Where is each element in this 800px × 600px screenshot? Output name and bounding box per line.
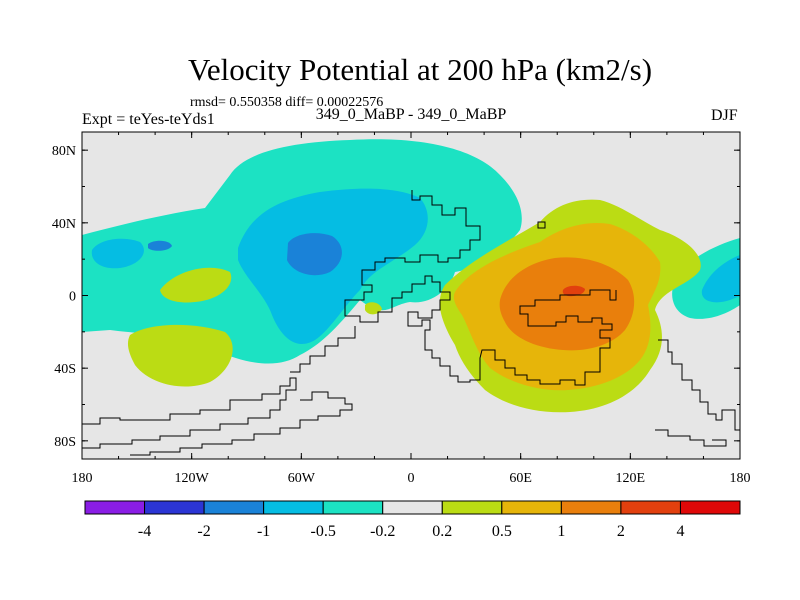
y-tick-label-1: 40N	[52, 217, 76, 232]
colorbar: -4 -2 -1 -0.5 -0.2 0.2 0.5 1 2 4	[84, 500, 741, 540]
x-tick-label-0: 180	[72, 471, 93, 486]
contour-fill-pos02-dot	[365, 302, 382, 315]
y-tick-label-2: 0	[69, 290, 76, 305]
x-tick-label-1: 120W	[175, 471, 210, 486]
x-tick-label-2: 60W	[288, 471, 316, 486]
map-area	[82, 132, 740, 459]
colorbar-box-3	[263, 500, 324, 515]
colorbar-box-1	[144, 500, 205, 515]
y-axis: 80N 40N 0 40S 80S	[52, 144, 740, 450]
stats-label: rmsd= 0.550358 diff= 0.00022576	[190, 95, 384, 110]
colorbar-box-4	[322, 500, 384, 515]
coast-dot	[537, 221, 546, 229]
colorbar-label-5: 0.2	[432, 523, 452, 540]
coast-east-2	[655, 429, 727, 447]
coast-north	[344, 190, 617, 386]
colorbar-label-9: 4	[676, 523, 684, 540]
coast-east	[658, 339, 740, 431]
colorbar-label-0: -4	[138, 523, 151, 540]
colorbar-box-9	[620, 500, 681, 515]
colorbar-label-6: 0.5	[492, 523, 512, 540]
colorbar-label-1: -2	[197, 523, 210, 540]
x-tick-label-3: 0	[408, 471, 415, 486]
coast-south	[82, 377, 297, 449]
x-tick-label-5: 120E	[616, 471, 646, 486]
experiment-label: Expt = teYes-teYds1	[82, 111, 215, 128]
contour-fill-pos1	[499, 257, 635, 351]
colorbar-box-10	[679, 500, 741, 515]
y-tick-label-3: 40S	[54, 362, 76, 377]
colorbar-label-8: 2	[617, 523, 625, 540]
colorbar-box-8	[560, 500, 622, 515]
contour-fill-neg1	[287, 233, 342, 276]
contour-fill-neg1-small	[148, 240, 172, 251]
colorbar-box-6	[441, 500, 503, 515]
x-tick-label-4: 60E	[509, 471, 532, 486]
y-tick-label-4: 80S	[54, 435, 76, 450]
contour-fill-pos2	[562, 285, 585, 297]
contour-fill-pos02-west	[127, 324, 233, 387]
colorbar-label-2: -1	[257, 523, 270, 540]
coast-south-america	[290, 326, 356, 373]
colorbar-box-5	[382, 500, 443, 515]
chart-title: Velocity Potential at 200 hPa (km2/s)	[187, 52, 653, 87]
colorbar-box-7	[501, 500, 562, 515]
y-tick-label-0: 80N	[52, 144, 76, 159]
colorbar-box-0	[84, 500, 146, 515]
colorbar-label-7: 1	[557, 523, 565, 540]
coastlines	[82, 190, 740, 456]
contour-fill-pos02-nw	[160, 267, 232, 303]
colorbar-label-4: -0.2	[370, 523, 395, 540]
x-tick-label-6: 180	[730, 471, 751, 486]
x-axis: 180 120W 60W 0 60E 120E 180	[72, 132, 751, 486]
season-label: DJF	[711, 107, 738, 124]
contour-fill-neg05-east	[701, 255, 740, 303]
colorbar-label-3: -0.5	[311, 523, 336, 540]
case-label: 349_0_MaBP - 349_0_MaBP	[315, 106, 507, 123]
coast-south-2	[130, 391, 353, 456]
contour-fill-neg05-west	[91, 238, 144, 269]
colorbar-box-2	[203, 500, 265, 515]
